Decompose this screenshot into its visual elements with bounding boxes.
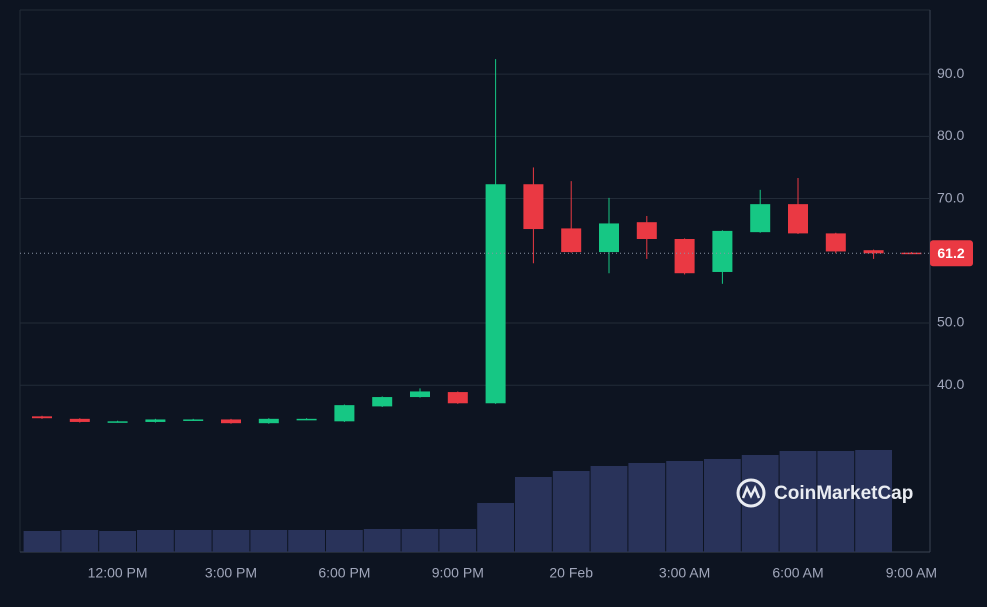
- candle-body: [107, 421, 128, 423]
- candle-body: [32, 416, 52, 419]
- candle-body: [712, 230, 733, 272]
- candle-body: [674, 238, 695, 274]
- candle-body: [901, 252, 922, 255]
- volume-bar: [552, 471, 590, 552]
- x-tick-label: 12:00 PM: [88, 565, 148, 581]
- volume-bar: [628, 463, 666, 552]
- volume-bar: [817, 451, 855, 552]
- volume-bar: [61, 530, 99, 552]
- watermark-logo: [741, 484, 761, 499]
- volume-bar: [99, 531, 136, 552]
- candle-body: [183, 419, 204, 421]
- y-tick-label: 70.0: [937, 189, 964, 205]
- candle-body: [410, 391, 430, 398]
- volume-bar: [250, 530, 288, 552]
- last-price-label: 61.2: [937, 245, 964, 261]
- y-tick-label: 50.0: [937, 314, 964, 330]
- volume-bar: [288, 530, 325, 552]
- volume-bar: [363, 529, 401, 552]
- candle-body: [145, 419, 166, 422]
- x-tick-label: 6:00 PM: [318, 565, 370, 581]
- volume-bar: [515, 477, 552, 552]
- candle-body: [334, 405, 355, 422]
- volume-bar: [174, 530, 212, 552]
- candle-body: [561, 228, 582, 253]
- candle-body: [636, 222, 657, 239]
- x-tick-label: 6:00 AM: [772, 565, 823, 581]
- x-tick-label: 3:00 PM: [205, 565, 257, 581]
- volume-bar: [704, 459, 741, 552]
- candle-body: [788, 204, 808, 234]
- volume-bar: [137, 530, 174, 552]
- volume-bar: [855, 450, 892, 552]
- volume-bar: [326, 530, 363, 552]
- candle-body: [221, 419, 241, 424]
- volume-bar: [666, 461, 703, 552]
- x-tick-label: 9:00 AM: [886, 565, 937, 581]
- candle-body: [69, 418, 90, 422]
- candle-body: [523, 184, 544, 230]
- volume-bar: [23, 531, 61, 552]
- volume-bar: [779, 451, 817, 552]
- watermark-logo: [736, 478, 766, 508]
- x-tick-label: 20 Feb: [549, 565, 593, 581]
- candle-body: [599, 223, 619, 253]
- candle-body: [447, 392, 468, 404]
- volume-bar: [590, 466, 628, 552]
- candle-body: [296, 418, 317, 421]
- volume-bar: [212, 530, 250, 552]
- y-tick-label: 40.0: [937, 376, 964, 392]
- candle-body: [863, 250, 884, 254]
- x-tick-label: 9:00 PM: [432, 565, 484, 581]
- candle-body: [258, 418, 279, 424]
- last-price-box: [930, 240, 973, 267]
- watermark: CoinMarketCap: [736, 478, 913, 508]
- x-tick-label: 3:00 AM: [659, 565, 710, 581]
- candle-body: [485, 184, 506, 404]
- y-tick-label: 80.0: [937, 127, 964, 143]
- volume-bar: [401, 529, 439, 552]
- candle-body: [372, 397, 393, 407]
- watermark-text: CoinMarketCap: [774, 483, 913, 504]
- volume-bar: [439, 529, 477, 552]
- volume-bar: [477, 503, 514, 552]
- y-tick-label: 90.0: [937, 65, 964, 81]
- candle-body: [750, 204, 771, 233]
- candle-body: [825, 233, 846, 252]
